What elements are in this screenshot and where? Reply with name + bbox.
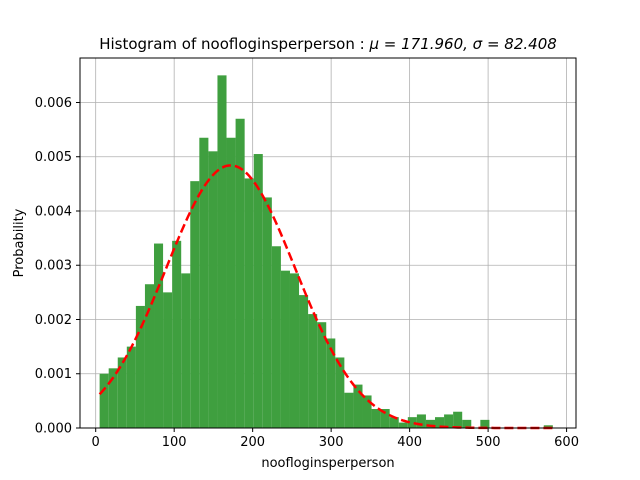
histogram-bar [144, 284, 155, 428]
histogram-bar [181, 273, 191, 428]
y-tick-label: 0.006 [35, 96, 72, 111]
fit-curve-line [98, 164, 554, 430]
histogram-bar [126, 346, 136, 428]
histogram-bar [280, 270, 290, 428]
histogram-bar [407, 417, 417, 428]
histogram-bar [317, 322, 327, 428]
chart-title-stats: μ = 171.960, σ = 82.408 [368, 35, 556, 53]
x-tick-label: 0 [92, 435, 100, 450]
y-tick-label: 0.004 [35, 204, 72, 219]
x-tick-label: 400 [397, 435, 422, 450]
histogram-bar [117, 357, 127, 428]
histogram-bar [308, 314, 318, 428]
y-tick-label: 0.001 [35, 367, 72, 382]
histogram-bar [380, 409, 390, 428]
histogram-bar [416, 414, 426, 428]
histogram-bar [271, 246, 281, 428]
y-tick-label: 0.002 [35, 313, 72, 328]
histogram-bar [425, 419, 436, 428]
histogram-bar [208, 151, 218, 428]
histogram-bar [235, 118, 245, 429]
x-tick-label: 200 [240, 435, 265, 450]
y-tick-label: 0.003 [35, 259, 72, 274]
plot-frame [79, 57, 577, 429]
normal-fit-curve [98, 164, 554, 430]
histogram-bar [453, 411, 463, 428]
x-axis-ticks: 0 100 200 300 400 500 600 [92, 428, 579, 450]
histogram-bar [289, 273, 300, 428]
histogram-bar [480, 419, 490, 428]
histogram-bar [172, 240, 182, 428]
histogram-bar [371, 409, 381, 428]
histogram-bar [389, 417, 399, 428]
x-tick-label: 300 [319, 435, 344, 450]
histogram-bar [444, 414, 454, 428]
histogram-bar [435, 417, 445, 428]
y-axis-ticks: 0.000 0.001 0.002 0.003 0.004 0.005 0.006 [35, 96, 80, 437]
histogram-bar [99, 373, 109, 428]
x-tick-label: 600 [554, 435, 579, 450]
histogram-bar [462, 419, 472, 428]
histogram-bar [326, 338, 336, 428]
x-tick-label: 500 [476, 435, 501, 450]
histogram-bar [190, 181, 200, 428]
x-axis-label: noofloginsperperson [261, 456, 394, 471]
histogram-bar [154, 243, 164, 428]
histogram-bar [543, 425, 553, 428]
histogram-bar [226, 137, 236, 428]
y-tick-label: 0.005 [35, 150, 72, 165]
histogram-bar [262, 197, 272, 428]
chart-title: Histogram of noofloginsperperson : μ = 1… [99, 35, 557, 53]
y-tick-label: 0.000 [35, 422, 72, 437]
histogram-bar [135, 305, 145, 428]
histogram-bar [108, 368, 118, 428]
histogram-bar [217, 75, 227, 428]
histogram-bar [353, 384, 363, 428]
histogram-bars [99, 75, 553, 429]
y-axis-label: Probability [12, 208, 27, 277]
histogram-bar [253, 154, 263, 428]
histogram-bar [362, 395, 372, 428]
histogram-bar [398, 422, 408, 428]
histogram-bar [344, 392, 354, 428]
histogram-bar [163, 292, 173, 428]
histogram-bar [244, 178, 254, 428]
histogram-bar [199, 137, 209, 428]
histogram-bar [335, 357, 345, 428]
chart-title-main: Histogram of noofloginsperperson : [99, 35, 364, 53]
histogram-bar [299, 295, 309, 428]
x-tick-label: 100 [162, 435, 187, 450]
